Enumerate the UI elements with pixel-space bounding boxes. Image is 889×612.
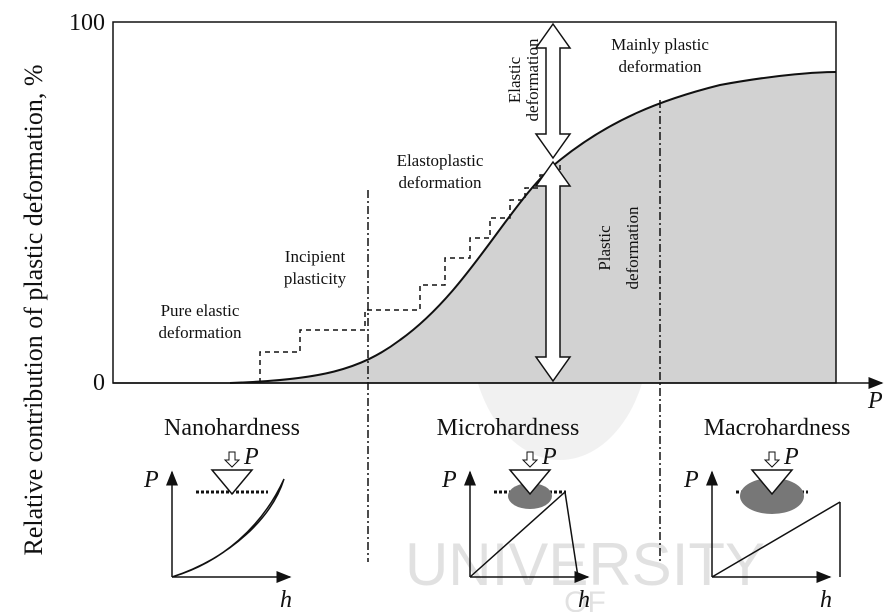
region-label: Nanohardness bbox=[164, 415, 300, 441]
inset-x-label: h bbox=[578, 587, 590, 612]
region-label: Microhardness bbox=[437, 415, 580, 441]
y-top: 100 bbox=[69, 10, 105, 36]
figure: UNIVERSITY OF 100 0 P Relative contribut… bbox=[0, 0, 889, 612]
y-axis-label: Relative contribution of plastic deforma… bbox=[19, 65, 48, 556]
load-label: P bbox=[243, 444, 259, 470]
load-label: P bbox=[541, 444, 557, 470]
annotation: deformation bbox=[523, 38, 542, 122]
annotation: Pure elastic bbox=[161, 301, 240, 320]
load-arrow bbox=[225, 452, 239, 467]
x-axis-label: P bbox=[867, 388, 883, 414]
y-bottom: 0 bbox=[93, 370, 105, 396]
annotation: deformation bbox=[398, 173, 482, 192]
annotation: Elastoplastic bbox=[397, 151, 484, 170]
annotation: deformation bbox=[623, 206, 642, 290]
inset-x-label: h bbox=[820, 587, 832, 612]
inset-y-label: P bbox=[683, 467, 699, 493]
annotation: Mainly plastic bbox=[611, 35, 709, 54]
load-label: P bbox=[783, 444, 799, 470]
load-curve bbox=[172, 479, 284, 577]
annotation: deformation bbox=[618, 57, 702, 76]
annotation: Plastic bbox=[595, 225, 614, 271]
annotation: plasticity bbox=[284, 269, 347, 288]
annotation: deformation bbox=[158, 323, 242, 342]
inset-x-label: h bbox=[280, 587, 292, 612]
inset-y-label: P bbox=[143, 467, 159, 493]
annotation: Incipient bbox=[285, 247, 346, 266]
region-label: Macrohardness bbox=[704, 415, 851, 441]
inset-y-label: P bbox=[441, 467, 457, 493]
load-arrow bbox=[765, 452, 779, 467]
annotation: Elastic bbox=[505, 56, 524, 103]
indenter bbox=[212, 470, 252, 494]
